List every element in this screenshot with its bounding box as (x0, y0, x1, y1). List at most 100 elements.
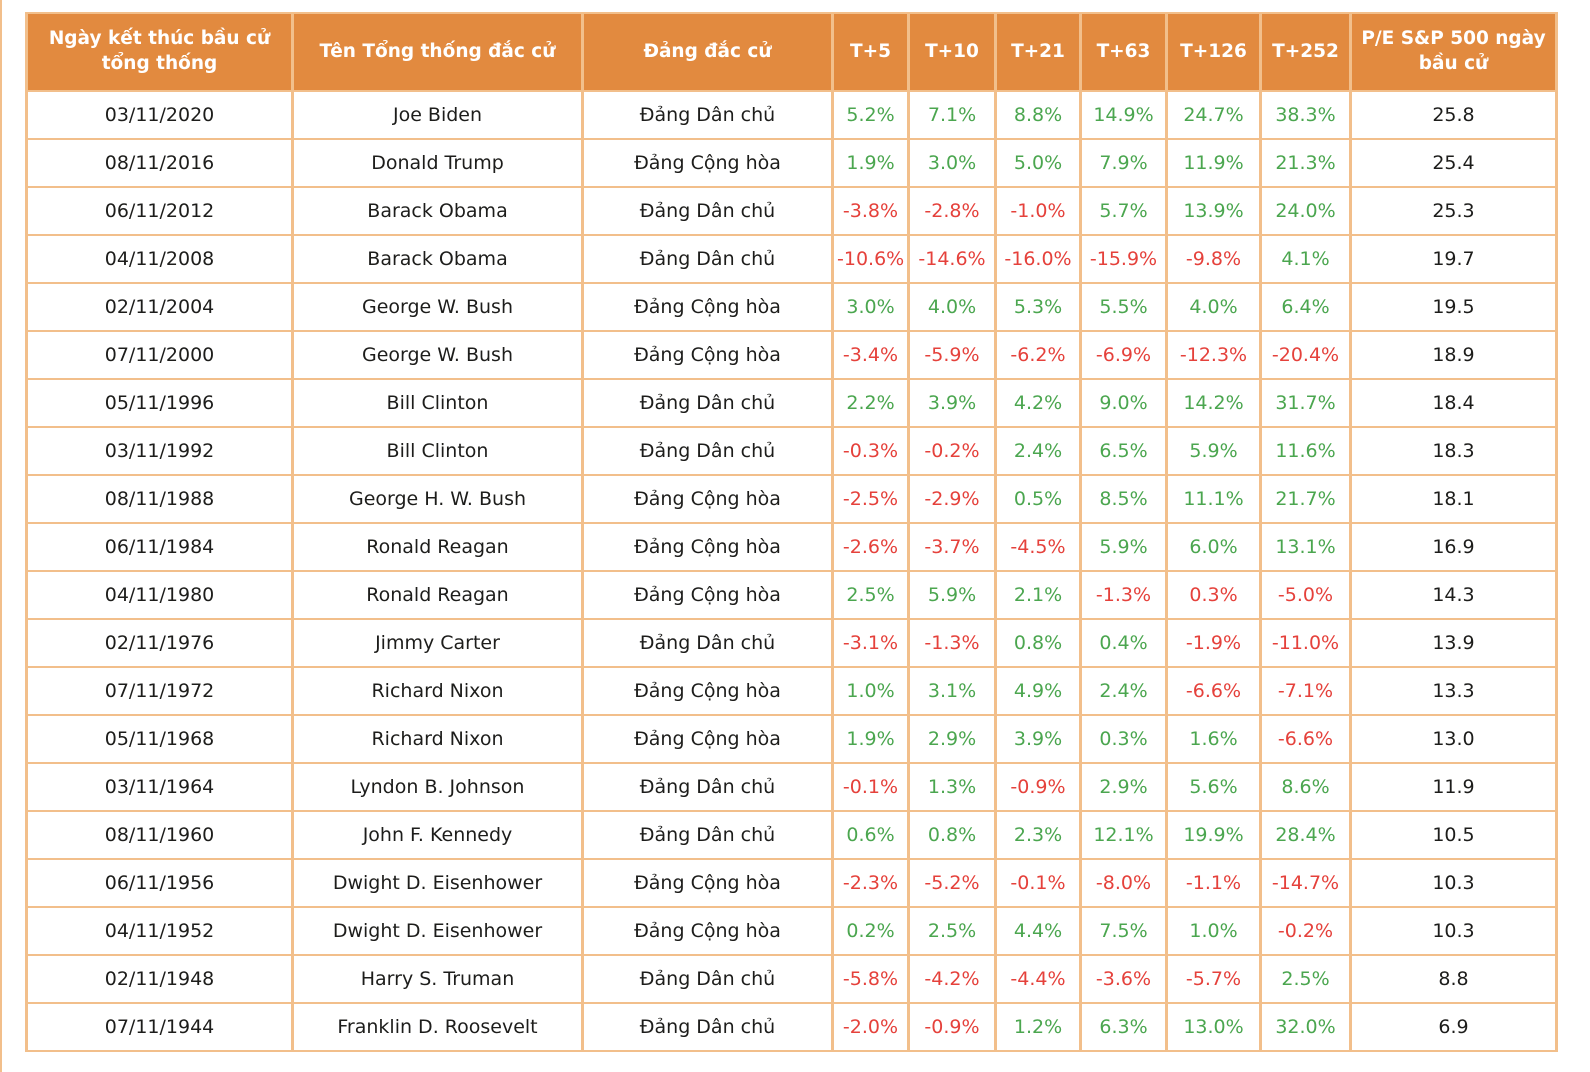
return-t126-cell: 13.0% (1165, 1002, 1262, 1052)
column-header-president: Tên Tổng thống đắc cử (291, 12, 584, 92)
president-name-cell: Dwight D. Eisenhower (291, 858, 584, 908)
return-t10-cell: -1.3% (907, 618, 997, 668)
election-date-cell: 04/11/1980 (25, 570, 294, 620)
return-t10-cell: -0.9% (907, 1002, 997, 1052)
party-cell: Đảng Cộng hòa (581, 666, 834, 716)
return-t126-cell: -1.1% (1165, 858, 1262, 908)
party-cell: Đảng Dân chủ (581, 810, 834, 860)
return-t21-cell: -0.9% (994, 762, 1082, 812)
return-t21-cell: 4.2% (994, 378, 1082, 428)
return-t21-cell: 5.0% (994, 138, 1082, 188)
party-cell: Đảng Dân chủ (581, 378, 834, 428)
party-cell: Đảng Cộng hòa (581, 330, 834, 380)
return-t10-cell: 2.5% (907, 906, 997, 956)
return-t126-cell: 14.2% (1165, 378, 1262, 428)
table-row: 04/11/1980 Ronald Reagan Đảng Cộng hòa 2.5%… (25, 570, 1558, 620)
election-date-cell: 07/11/1972 (25, 666, 294, 716)
return-t252-cell: -11.0% (1259, 618, 1352, 668)
president-name-cell: Donald Trump (291, 138, 584, 188)
return-t126-cell: 4.0% (1165, 282, 1262, 332)
party-cell: Đảng Cộng hòa (581, 282, 834, 332)
table-row: 02/11/1976 Jimmy Carter Đảng Dân chủ -3.1% -… (25, 618, 1558, 668)
return-t252-cell: 28.4% (1259, 810, 1352, 860)
return-t63-cell: 0.3% (1079, 714, 1168, 764)
pe-ratio-cell: 16.9 (1349, 522, 1558, 572)
president-name-cell: Jimmy Carter (291, 618, 584, 668)
president-name-cell: Richard Nixon (291, 714, 584, 764)
return-t10-cell: 3.9% (907, 378, 997, 428)
pe-ratio-cell: 10.5 (1349, 810, 1558, 860)
return-t126-cell: 5.6% (1165, 762, 1262, 812)
return-t21-cell: 3.9% (994, 714, 1082, 764)
return-t63-cell: 9.0% (1079, 378, 1168, 428)
return-t5-cell: -5.8% (831, 954, 910, 1004)
return-t21-cell: 4.4% (994, 906, 1082, 956)
election-date-cell: 04/11/1952 (25, 906, 294, 956)
return-t126-cell: -9.8% (1165, 234, 1262, 284)
party-cell: Đảng Cộng hòa (581, 906, 834, 956)
table-row: 06/11/2012 Barack Obama Đảng Dân chủ -3.8% -… (25, 186, 1558, 236)
president-name-cell: Franklin D. Roosevelt (291, 1002, 584, 1052)
election-date-cell: 05/11/1996 (25, 378, 294, 428)
table-row: 04/11/1952 Dwight D. Eisenhower Đảng Cộng … (25, 906, 1558, 956)
table-row: 06/11/1956 Dwight D. Eisenhower Đảng Cộng … (25, 858, 1558, 908)
return-t5-cell: 0.2% (831, 906, 910, 956)
election-date-cell: 06/11/2012 (25, 186, 294, 236)
table-row: 02/11/2004 George W. Bush Đảng Cộng hòa 3.0… (25, 282, 1558, 332)
table-row: 05/11/1996 Bill Clinton Đảng Dân chủ 2.2% 3.… (25, 378, 1558, 428)
party-cell: Đảng Cộng hòa (581, 138, 834, 188)
return-t252-cell: 13.1% (1259, 522, 1352, 572)
party-cell: Đảng Cộng hòa (581, 858, 834, 908)
return-t5-cell: 2.2% (831, 378, 910, 428)
table-row: 08/11/1988 George H. W. Bush Đảng Cộng hòa… (25, 474, 1558, 524)
president-name-cell: Ronald Reagan (291, 570, 584, 620)
return-t126-cell: -12.3% (1165, 330, 1262, 380)
return-t252-cell: 24.0% (1259, 186, 1352, 236)
return-t21-cell: -4.5% (994, 522, 1082, 572)
return-t63-cell: -1.3% (1079, 570, 1168, 620)
pe-ratio-cell: 18.9 (1349, 330, 1558, 380)
return-t5-cell: -0.1% (831, 762, 910, 812)
return-t63-cell: 2.9% (1079, 762, 1168, 812)
table-row: 08/11/2016 Donald Trump Đảng Cộng hòa 1.9% 3… (25, 138, 1558, 188)
table-row: 03/11/1992 Bill Clinton Đảng Dân chủ -0.3% -… (25, 426, 1558, 476)
return-t10-cell: 5.9% (907, 570, 997, 620)
return-t252-cell: -20.4% (1259, 330, 1352, 380)
return-t126-cell: -6.6% (1165, 666, 1262, 716)
return-t21-cell: -1.0% (994, 186, 1082, 236)
table-row: 03/11/2020 Joe Biden Đảng Dân chủ 5.2% 7.1% 8… (25, 90, 1558, 140)
president-name-cell: Barack Obama (291, 186, 584, 236)
return-t63-cell: 5.5% (1079, 282, 1168, 332)
return-t5-cell: -2.6% (831, 522, 910, 572)
pe-ratio-cell: 14.3 (1349, 570, 1558, 620)
return-t10-cell: 3.0% (907, 138, 997, 188)
return-t63-cell: 6.5% (1079, 426, 1168, 476)
pe-ratio-cell: 25.8 (1349, 90, 1558, 140)
return-t21-cell: 5.3% (994, 282, 1082, 332)
return-t5-cell: -0.3% (831, 426, 910, 476)
president-name-cell: Richard Nixon (291, 666, 584, 716)
return-t252-cell: 21.3% (1259, 138, 1352, 188)
president-name-cell: George W. Bush (291, 330, 584, 380)
return-t63-cell: 7.9% (1079, 138, 1168, 188)
return-t10-cell: 3.1% (907, 666, 997, 716)
party-cell: Đảng Cộng hòa (581, 522, 834, 572)
election-date-cell: 08/11/2016 (25, 138, 294, 188)
table-row: 07/11/1944 Franklin D. Roosevelt Đảng Dân … (25, 1002, 1558, 1052)
return-t252-cell: 4.1% (1259, 234, 1352, 284)
election-date-cell: 07/11/1944 (25, 1002, 294, 1052)
return-t63-cell: 5.9% (1079, 522, 1168, 572)
president-name-cell: Harry S. Truman (291, 954, 584, 1004)
return-t5-cell: 1.9% (831, 138, 910, 188)
pe-ratio-cell: 13.0 (1349, 714, 1558, 764)
return-t10-cell: 4.0% (907, 282, 997, 332)
pe-ratio-cell: 25.4 (1349, 138, 1558, 188)
return-t63-cell: 2.4% (1079, 666, 1168, 716)
table-row: 02/11/1948 Harry S. Truman Đảng Dân chủ -5.… (25, 954, 1558, 1004)
pe-ratio-cell: 8.8 (1349, 954, 1558, 1004)
return-t21-cell: 1.2% (994, 1002, 1082, 1052)
table-row: 06/11/1984 Ronald Reagan Đảng Cộng hòa -2.6… (25, 522, 1558, 572)
party-cell: Đảng Cộng hòa (581, 714, 834, 764)
return-t5-cell: 1.9% (831, 714, 910, 764)
return-t252-cell: 2.5% (1259, 954, 1352, 1004)
